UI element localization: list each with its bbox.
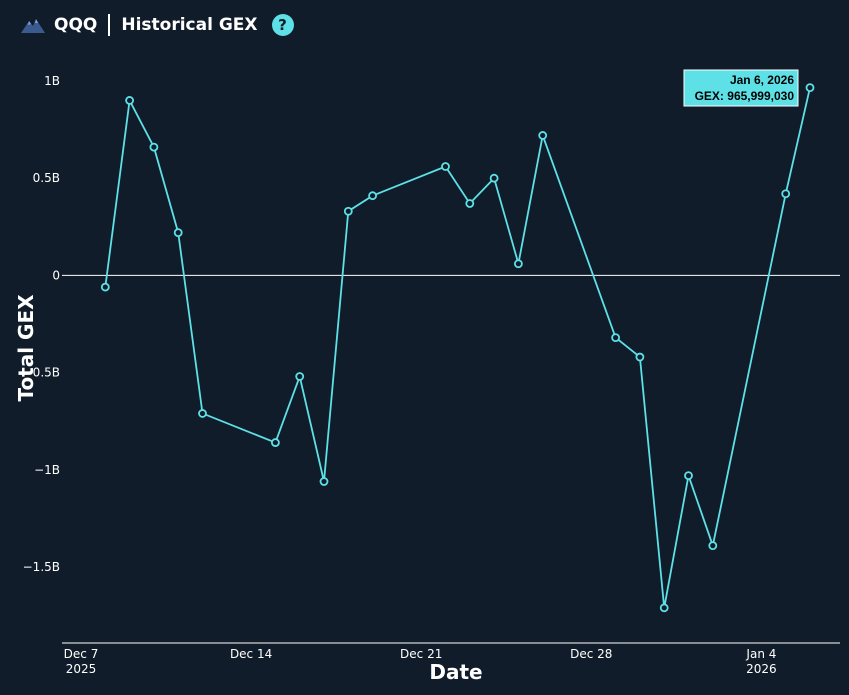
data-point[interactable] [781,189,791,199]
data-point[interactable] [441,162,450,171]
mountain-logo-icon [21,19,45,33]
data-point[interactable] [100,282,110,292]
data-point[interactable] [173,228,183,238]
x-tick-label: Dec 28 [570,647,612,661]
data-point[interactable] [659,603,669,613]
ticker-label: QQQ [54,15,98,35]
data-point[interactable] [635,352,645,362]
tooltip-date: Jan 6, 2026 [730,73,794,87]
title-divider [108,14,111,36]
x-tick-label: Dec 21 [400,647,442,661]
data-point[interactable] [198,409,207,418]
data-point[interactable] [514,259,523,269]
y-tick-label: −0.5B [23,366,60,380]
data-point[interactable] [368,191,378,201]
data-point[interactable] [295,372,305,381]
hover-tooltip: Jan 6, 2026 GEX: 965,999,030 [683,69,799,107]
y-tick-label: 1B [44,74,60,88]
x-tick-year-label: 2026 [746,662,777,676]
y-axis-title: Total GEX [14,294,38,402]
y-tick-label: −1B [34,463,60,477]
data-point[interactable] [708,541,718,551]
help-icon[interactable]: ? [271,14,294,36]
y-tick-label: −1.5B [23,560,60,574]
data-point[interactable] [465,199,475,208]
data-point[interactable] [343,206,353,216]
x-tick-label: Dec 14 [230,647,272,661]
x-tick-label: Dec 7 [64,647,99,661]
tooltip-value: GEX: 965,999,030 [695,89,795,103]
data-point[interactable] [538,131,548,140]
x-tick-year-label: 2025 [66,662,97,676]
gex-data-points [100,83,815,613]
chart-header: QQQ Historical GEX ? [20,10,294,40]
data-point[interactable] [489,173,499,183]
gex-series-line [104,87,811,608]
data-point[interactable] [611,333,620,343]
y-tick-label: 0.5B [33,171,60,185]
chart-title: Historical GEX [121,15,258,35]
y-tick-label: 0 [52,268,60,282]
data-point[interactable] [319,477,329,486]
tooltip-background [683,69,799,107]
data-point[interactable] [149,142,159,152]
data-point[interactable] [270,438,280,447]
data-point[interactable] [684,471,693,481]
x-axis-title: Date [429,660,482,684]
x-tick-label: Jan 4 [745,647,776,661]
y-axis-ticks: 1B 0.5B 0 −0.5B −1B −1.5B [23,74,60,574]
data-point[interactable] [805,83,815,93]
data-point[interactable] [125,96,135,105]
